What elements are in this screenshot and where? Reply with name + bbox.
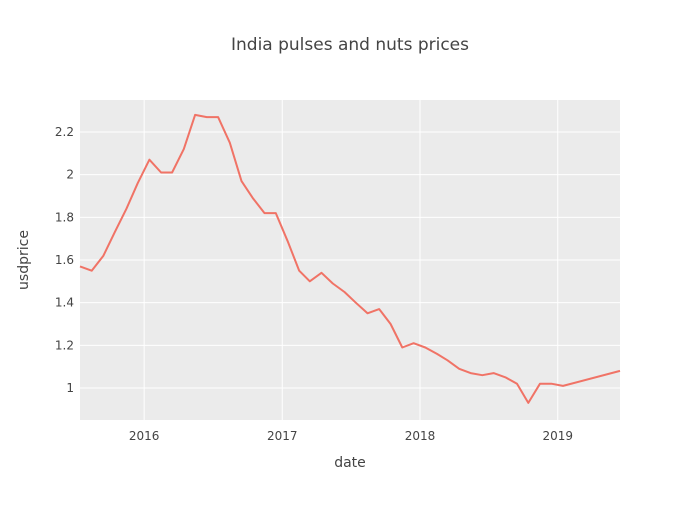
x-axis-label: date [334, 455, 366, 471]
series-layer [79, 113, 621, 404]
y-axis-ticks: 1 1.2 1.4 1.6 1.8 2 2.2 [55, 125, 74, 395]
y-axis-label: usdprice [16, 230, 32, 290]
x-tick-label: 2018 [405, 429, 436, 443]
x-axis-ticks: 2016 2017 2018 2019 [129, 429, 573, 443]
x-tick-label: 2016 [129, 429, 160, 443]
chart-title: India pulses and nuts prices [231, 35, 469, 55]
y-tick-label: 1.4 [55, 296, 74, 310]
grid-lines [80, 100, 620, 420]
x-tick-label: 2019 [542, 429, 573, 443]
y-tick-label: 1 [66, 381, 74, 395]
x-tick-label: 2017 [267, 429, 298, 443]
y-tick-label: 2.2 [55, 125, 74, 139]
y-tick-label: 1.6 [55, 253, 74, 267]
series-line [79, 113, 621, 404]
y-tick-label: 2 [66, 168, 74, 182]
y-tick-label: 1.8 [55, 210, 74, 224]
y-tick-label: 1.2 [55, 338, 74, 352]
